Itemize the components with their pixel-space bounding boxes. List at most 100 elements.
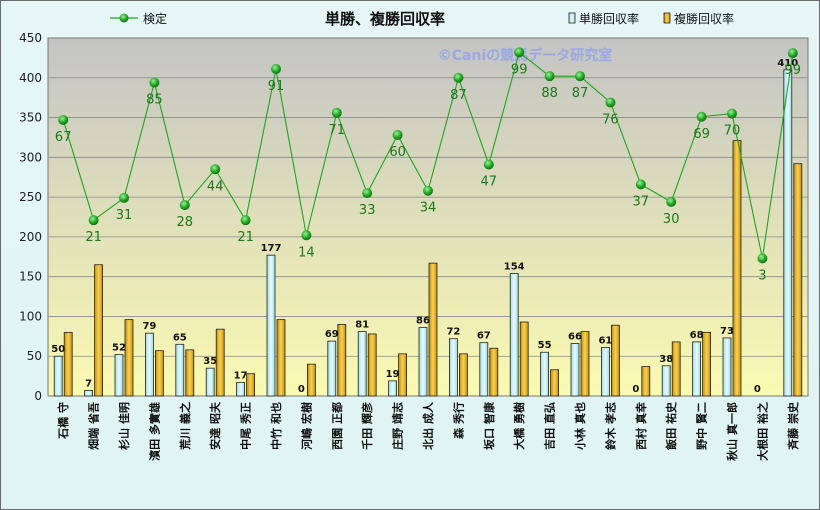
line-value-label: 69: [693, 127, 710, 142]
bar-tansho: [448, 338, 458, 397]
line-value-label: 31: [116, 208, 133, 223]
line-point: [757, 253, 768, 264]
line-point: [514, 47, 525, 58]
y-tick-label: 450: [19, 31, 42, 45]
bar-tansho: [114, 354, 124, 397]
gridlines: [48, 77, 808, 357]
x-tick-label: 吉田 直弘: [543, 402, 557, 450]
line-point: [179, 200, 190, 211]
bar-fukusho: [732, 140, 742, 397]
bar-fukusho: [185, 349, 195, 397]
line-point: [666, 196, 677, 207]
bar-value-label: 0: [754, 384, 761, 395]
legend: 検定 単勝回収率 複勝回収率: [110, 11, 734, 26]
line-value-label: 3: [758, 268, 766, 283]
line-point: [453, 72, 464, 83]
line-value-label: 87: [450, 88, 467, 103]
legend-label-tansho: 単勝回収率: [579, 11, 639, 26]
bar-value-label: 19: [386, 369, 400, 380]
bar-value-label: 81: [355, 320, 369, 331]
bar-fukusho: [580, 331, 590, 397]
x-tick-label: 中竹 和也: [269, 402, 283, 450]
bar-fukusho: [702, 331, 711, 397]
bar-fukusho: [276, 319, 286, 397]
bar-value-label: 79: [142, 321, 156, 332]
x-tick-label: 森 秀行: [451, 402, 465, 439]
y-tick-label: 350: [19, 111, 42, 125]
bar-value-label: 55: [538, 340, 552, 351]
bar-tansho: [84, 390, 93, 397]
bar-fukusho: [519, 321, 529, 397]
bar-fukusho: [63, 331, 73, 397]
y-tick-label: 0: [34, 389, 42, 403]
x-tick-label: 大根田 裕之: [755, 402, 769, 461]
legend-line-marker: [119, 13, 129, 23]
bar-value-label: 65: [173, 332, 187, 343]
bar-value-label: 410: [777, 58, 798, 69]
y-axis: 0 50 100 150 200 250 300 350 400 450: [19, 31, 42, 403]
line-value-label: 76: [602, 112, 619, 127]
line-value-label: 33: [359, 203, 376, 218]
bar-fukusho: [398, 353, 408, 397]
x-tick-label: 坂口 智康: [482, 401, 496, 450]
line-value-label: 71: [329, 123, 346, 138]
x-tick-label: 秋山 真一郎: [725, 402, 739, 461]
line-point: [149, 77, 160, 88]
bar-value-label: 67: [477, 331, 491, 342]
bar-tansho: [236, 382, 246, 397]
bar-value-label: 177: [261, 243, 282, 254]
bar-tansho: [388, 380, 398, 397]
bar-fukusho: [306, 363, 316, 397]
x-tick-label: 斉藤 崇史: [786, 401, 800, 450]
bar-tansho: [692, 341, 701, 397]
line-value-label: 21: [85, 230, 102, 245]
line-point: [362, 188, 373, 199]
x-tick-label: 庄野 靖志: [391, 402, 405, 450]
bar-tansho: [509, 273, 519, 397]
line-point: [727, 108, 737, 119]
x-tick-label: 飯田 祐史: [664, 401, 678, 451]
plot-area: [47, 37, 809, 397]
bar-fukusho: [428, 262, 438, 397]
bar-fukusho: [489, 347, 499, 397]
bar-tansho: [418, 327, 428, 397]
x-tick-label: 北出 成人: [421, 401, 435, 450]
line-value-label: 21: [237, 230, 254, 245]
bar-fukusho: [793, 163, 803, 397]
x-tick-label: 大橋 勇樹: [512, 402, 526, 450]
bar-tansho: [357, 331, 367, 397]
line-value-label: 87: [572, 86, 589, 101]
bar-value-label: 72: [446, 327, 460, 338]
x-tick-label: 千田 輝彦: [360, 402, 374, 450]
bar-fukusho: [246, 373, 256, 397]
bar-fukusho: [611, 324, 620, 397]
line-value-label: 99: [785, 63, 802, 78]
bar-fukusho: [124, 319, 134, 397]
legend-swatch-fukusho: [663, 12, 671, 24]
bar-tansho: [783, 69, 793, 397]
line-value-label: 67: [55, 130, 72, 145]
line-value-label: 34: [420, 201, 437, 216]
line-value-label: 99: [511, 62, 528, 77]
bar-value-label: 35: [203, 356, 217, 367]
line-value-label: 30: [663, 212, 680, 227]
line-value-label: 91: [268, 79, 285, 94]
legend-swatch-tansho: [568, 12, 576, 24]
bar-tansho: [144, 332, 154, 397]
x-axis: 石橋 守 畑端 省吾 杉山 佳明 濱田 多實雄 荒川 義之 安達 昭夫 中尾 秀正 中竹 和也…: [56, 401, 800, 461]
x-tick-label: 濱田 多實雄: [147, 402, 161, 461]
line-value-label: 85: [146, 93, 163, 108]
legend-label-fukusho: 複勝回収率: [674, 11, 734, 26]
line-point: [635, 179, 646, 190]
bar-fukusho: [458, 353, 468, 397]
x-tick-label: 安達 昭夫: [208, 401, 222, 450]
line-point: [119, 192, 129, 203]
line-value-label: 14: [298, 245, 315, 260]
line-point: [58, 114, 69, 125]
line-point: [483, 159, 494, 170]
bar-fukusho: [550, 369, 559, 397]
bar-value-label: 86: [416, 316, 430, 327]
x-tick-label: 荒川 義之: [178, 402, 192, 451]
bars: [53, 69, 803, 397]
